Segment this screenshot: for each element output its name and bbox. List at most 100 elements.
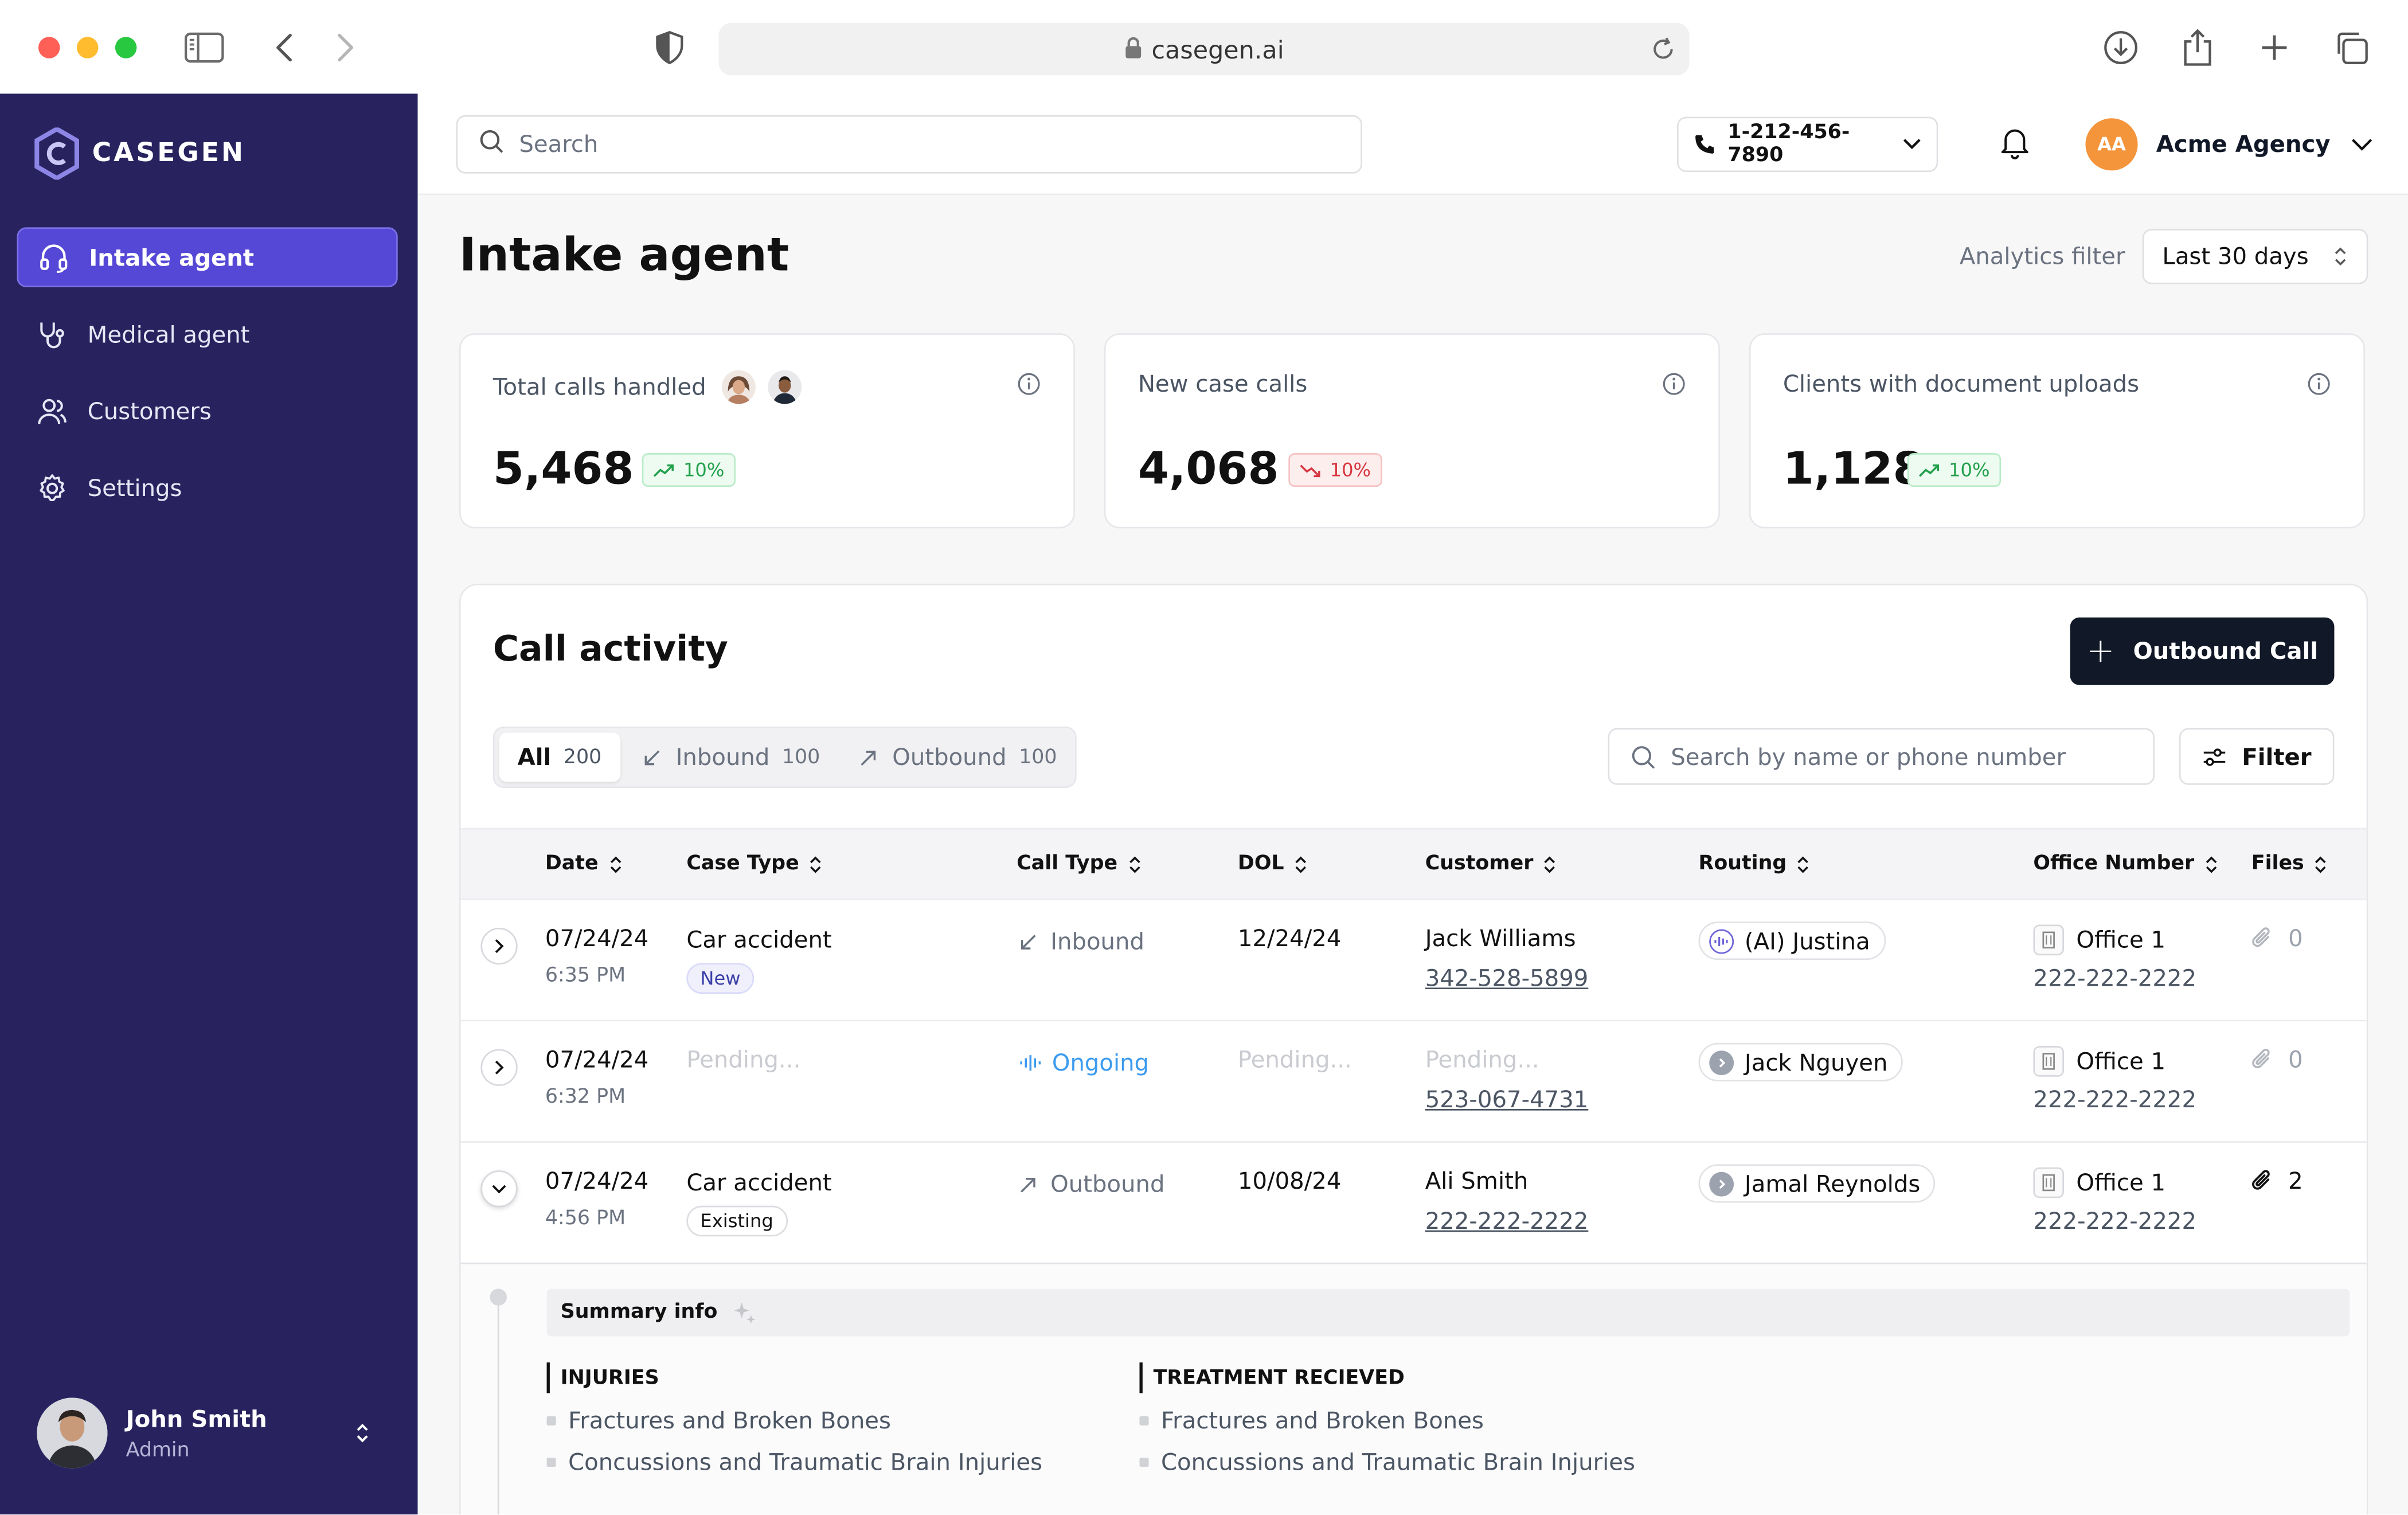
column-date[interactable]: Date [545, 853, 621, 876]
call-date: 07/24/24 [545, 1167, 649, 1195]
column-routing[interactable]: Routing [1698, 853, 1809, 876]
trend-badge: 10% [1907, 453, 2001, 487]
user-name: John Smith [126, 1404, 267, 1432]
injuries-title: INJURIES [546, 1362, 1042, 1393]
analytics-filter-select[interactable]: Last 30 days [2142, 229, 2368, 284]
routing-name: (AI) Justina [1744, 927, 1870, 955]
tab-outbound[interactable]: Outbound 100 [842, 733, 1076, 782]
call-date: 07/24/24 [545, 1046, 649, 1074]
collapse-row-button[interactable] [480, 1170, 518, 1208]
bell-icon[interactable] [1999, 126, 2030, 166]
info-icon[interactable] [2307, 372, 2331, 403]
column-customer[interactable]: Customer [1425, 853, 1557, 876]
dol: Pending... [1237, 1046, 1352, 1074]
sidebar-item-settings[interactable]: Settings [17, 458, 397, 517]
call-search [1608, 728, 2155, 785]
outbound-call-button[interactable]: + Outbound Call [2070, 617, 2335, 685]
lock-icon [1124, 34, 1142, 64]
tab-count: 100 [1019, 745, 1057, 769]
tab-overview-icon[interactable] [2328, 25, 2374, 71]
trend-down-icon [1299, 463, 1321, 477]
agency-name: Acme Agency [2156, 130, 2331, 158]
customer-phone-link[interactable]: 222-222-2222 [1425, 1207, 1589, 1235]
tab-inbound[interactable]: Inbound 100 [625, 733, 838, 782]
sidebar: CASEGEN Intake agent Medical agent Custo… [0, 93, 418, 1515]
sidebar-toggle-icon[interactable] [181, 25, 227, 71]
tab-label: Outbound [892, 743, 1007, 771]
sidebar-item-intake-agent[interactable]: Intake agent [17, 227, 398, 287]
dol: 10/08/24 [1237, 1167, 1342, 1195]
list-item: Fractures and Broken Bones [547, 1407, 1042, 1435]
logo-text: CASEGEN [92, 138, 246, 169]
call-search-input[interactable] [1671, 743, 2132, 771]
phone-number-select[interactable]: 1-212-456-7890 [1676, 116, 1938, 172]
chevron-down-icon [1903, 138, 1921, 150]
info-icon[interactable] [1662, 372, 1686, 403]
files-count: 2 [2288, 1167, 2303, 1195]
sparkle-icon [733, 1300, 757, 1325]
routing-chip[interactable]: Jamal Reynolds [1698, 1164, 1936, 1203]
column-office-number[interactable]: Office Number [2033, 853, 2217, 876]
download-icon[interactable] [2098, 25, 2144, 71]
column-call-type[interactable]: Call Type [1017, 853, 1140, 876]
phone-icon [1694, 134, 1715, 155]
sidebar-item-medical-agent[interactable]: Medical agent [17, 304, 397, 364]
expand-row-button[interactable] [480, 927, 518, 965]
summary-panel: Summary info INJURIES Fractures and Brok… [460, 1262, 2367, 1515]
column-case-type[interactable]: Case Type [686, 853, 822, 876]
call-time: 4:56 PM [545, 1207, 626, 1231]
tab-all[interactable]: All 200 [499, 732, 620, 782]
page-title: Intake agent [459, 229, 789, 283]
trend-up-icon [1918, 463, 1940, 477]
filter-button[interactable]: Filter [2179, 728, 2335, 785]
sidebar-item-label: Intake agent [89, 243, 255, 271]
sidebar-item-customers[interactable]: Customers [17, 381, 397, 440]
forward-icon[interactable] [322, 25, 368, 71]
summary-header: Summary info [546, 1288, 2350, 1337]
zoom-window-button[interactable] [115, 37, 137, 58]
office-phone: 222-222-2222 [2033, 1086, 2197, 1114]
tab-count: 100 [781, 745, 820, 769]
table-row[interactable]: 07/24/24 4:56 PM Car accident Existing O… [460, 1142, 2367, 1264]
share-icon[interactable] [2175, 25, 2221, 71]
info-icon[interactable] [1017, 372, 1041, 403]
building-icon [2033, 924, 2064, 956]
arrow-up-right-icon [860, 749, 877, 766]
url-text: casegen.ai [1151, 34, 1284, 64]
arrow-down-left-icon [643, 749, 660, 766]
building-icon [2033, 1167, 2064, 1198]
customer-phone-link[interactable]: 342-528-5899 [1425, 965, 1589, 993]
expand-row-button[interactable] [480, 1049, 518, 1086]
reload-icon[interactable] [1649, 36, 1677, 69]
users-icon [36, 394, 69, 428]
agency-switcher[interactable]: AA Acme Agency [2085, 118, 2373, 171]
routing-chip[interactable]: (AI) Justina [1698, 922, 1886, 960]
address-bar[interactable]: casegen.ai [718, 23, 1690, 76]
customer-name: Ali Smith [1425, 1167, 1529, 1195]
back-icon[interactable] [261, 25, 307, 71]
table-row[interactable]: 07/24/24 6:32 PM Pending... Ongoing Pend… [460, 1021, 2367, 1143]
routing-chip[interactable]: Jack Nguyen [1698, 1042, 1903, 1081]
search-icon [479, 129, 504, 160]
column-files[interactable]: Files [2251, 853, 2327, 876]
privacy-shield-icon[interactable] [647, 25, 693, 71]
summary-title: Summary info [560, 1301, 718, 1324]
browser-toolbar: casegen.ai [0, 0, 2408, 94]
logo[interactable]: CASEGEN [34, 127, 246, 180]
outbound-call-label: Outbound Call [2133, 637, 2319, 665]
close-window-button[interactable] [38, 37, 60, 58]
customer-phone-link[interactable]: 523-067-4731 [1425, 1086, 1589, 1114]
search-input[interactable] [519, 130, 1287, 158]
table-row[interactable]: 07/24/24 6:35 PM Car accident New Inboun… [460, 900, 2367, 1022]
chevron-up-down-icon[interactable] [353, 1421, 372, 1452]
casegen-logo-icon [34, 127, 79, 180]
minimize-window-button[interactable] [76, 37, 99, 58]
user-profile[interactable]: John Smith Admin [37, 1396, 384, 1470]
new-tab-icon[interactable] [2251, 25, 2297, 71]
panel-title: Call activity [492, 630, 728, 670]
tab-label: Inbound [675, 743, 770, 771]
stethoscope-icon [36, 317, 69, 351]
column-dol[interactable]: DOL [1238, 853, 1307, 876]
timeline-line [497, 1295, 499, 1515]
call-date: 07/24/24 [545, 924, 649, 952]
